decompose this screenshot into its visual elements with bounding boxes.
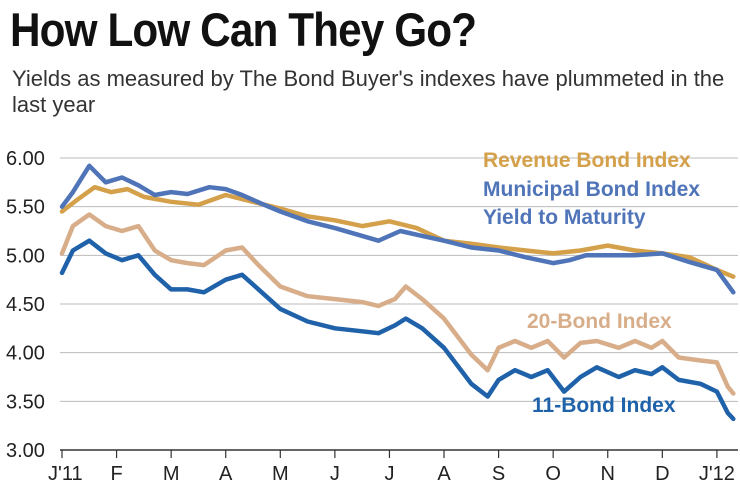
x-tick-label: J'12 <box>699 463 735 485</box>
y-tick-label: 5.00 <box>6 245 45 267</box>
y-tick-label: 4.50 <box>6 294 45 316</box>
chart-subtitle: Yields as measured by The Bond Buyer's i… <box>12 66 725 117</box>
x-tick-label: J'11 <box>48 463 83 485</box>
series-lines <box>59 163 736 422</box>
x-axis: J'11 F M A M J J A S O N D J'12 <box>48 450 735 485</box>
twenty-bond-index-label: 20-Bond Index <box>527 310 672 333</box>
x-tick-label: J <box>384 463 394 485</box>
chart-title: How Low Can They Go? <box>10 3 477 56</box>
x-tick-label: F <box>110 463 122 485</box>
revenue-bond-index-line <box>59 184 736 279</box>
y-tick-label: 3.50 <box>6 391 45 413</box>
x-tick-label: N <box>601 463 615 485</box>
eleven-bond-index-label: 11-Bond Index <box>532 394 676 417</box>
x-tick-label: D <box>655 463 669 485</box>
y-tick-label: 4.00 <box>6 343 45 365</box>
x-tick-label: M <box>163 463 180 485</box>
y-tick-label: 6.00 <box>6 148 45 170</box>
x-tick-label: S <box>492 463 505 485</box>
x-tick-label: A <box>437 463 451 485</box>
x-tick-label: A <box>219 463 233 485</box>
x-tick-label: O <box>545 463 561 485</box>
x-tick-label: M <box>272 463 289 485</box>
yield-to-maturity-label: Yield to Maturity <box>483 206 646 229</box>
series-labels: Revenue Bond Index Municipal Bond Index … <box>483 149 700 417</box>
11-bond-index-line <box>59 238 736 422</box>
y-axis: 6.00 5.50 5.00 4.50 4.00 3.50 3.00 <box>6 148 45 462</box>
municipal-bond-index-label: Municipal Bond Index <box>483 178 700 201</box>
revenue-bond-index-label: Revenue Bond Index <box>483 149 691 172</box>
y-tick-label: 3.00 <box>6 440 45 462</box>
x-tick-label: J <box>330 463 340 485</box>
20-bond-index-line <box>59 212 736 396</box>
grid-lines <box>60 157 738 451</box>
y-tick-label: 5.50 <box>6 197 45 219</box>
municipal-bond-index-line <box>59 163 736 295</box>
